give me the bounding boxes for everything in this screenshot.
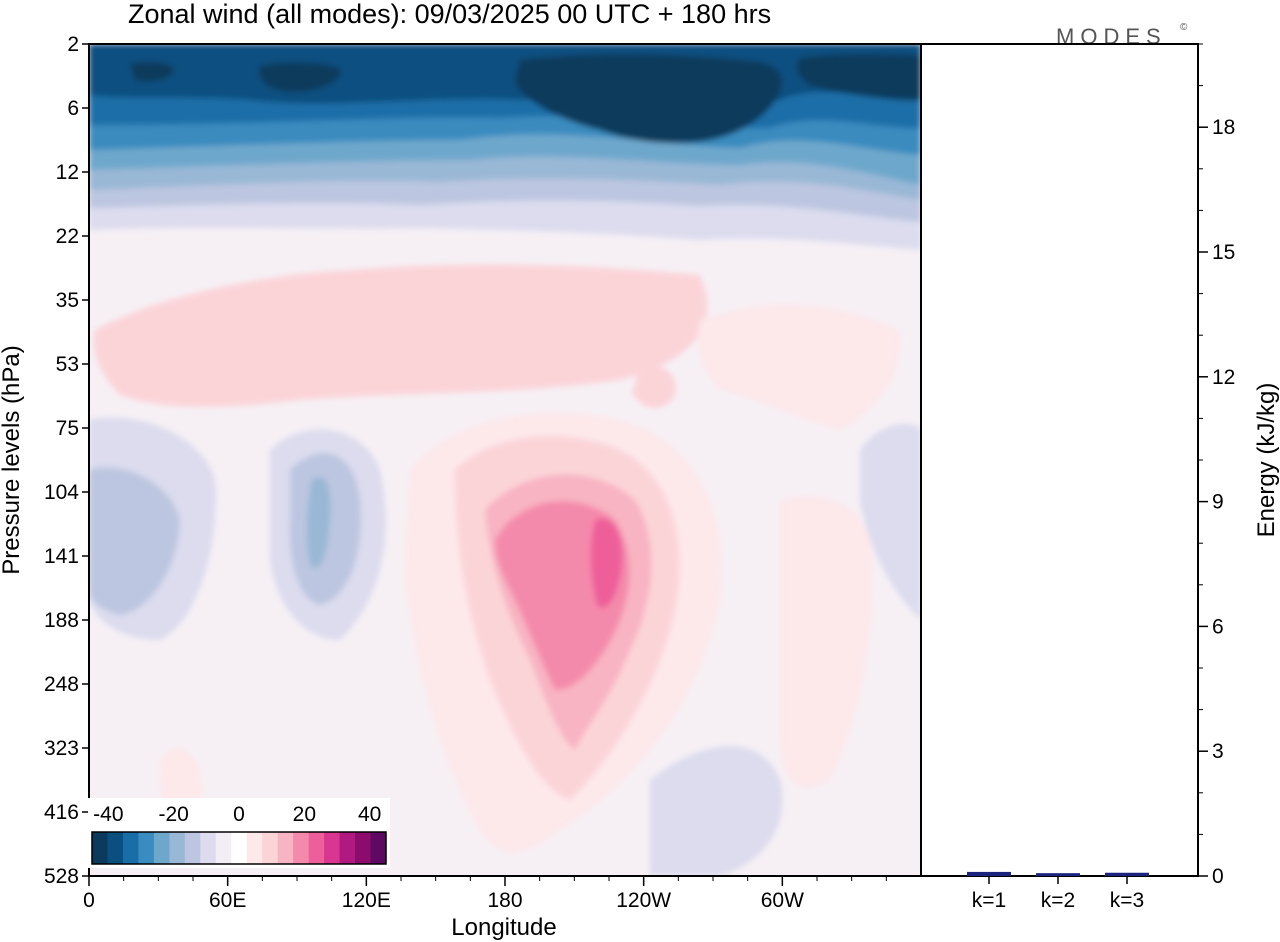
contour-negative-patch-lower-east [650, 746, 783, 876]
contour-positive-patch [632, 366, 676, 408]
colorbar-frame [91, 831, 387, 865]
contour-negative-patch-far-east [860, 424, 921, 620]
y-tick-label: 75 [56, 417, 79, 440]
colorbar-swatch [215, 832, 232, 864]
energy-panel: 0 3 6 9 12 15 18 k=1 k=2 k=3 Energy (kJ/kg) [920, 43, 1280, 912]
colorbar-tick-label: 0 [233, 803, 245, 826]
colorbar-tick-label: 40 [358, 803, 381, 826]
colorbar-swatch [200, 832, 217, 864]
y-tick-label: 248 [44, 673, 79, 696]
colorbar-swatch [231, 832, 248, 864]
colorbar-swatch [262, 832, 279, 864]
energy-bar [1036, 873, 1080, 876]
colorbar-swatch [355, 832, 372, 864]
colorbar-swatch [293, 832, 310, 864]
x-tick-label: 120W [616, 889, 671, 912]
colorbar-tick-label: -40 [93, 803, 123, 826]
y-tick-label: 35 [56, 289, 79, 312]
x-axis: 0 60E 120E 180 120W 60W [83, 876, 887, 912]
y-tick-label: 528 [44, 865, 79, 888]
x-tick-label: 120E [342, 889, 391, 912]
colorbar-swatch [107, 832, 124, 864]
colorbar-swatch [246, 832, 263, 864]
contour-positive-band-upper [93, 264, 708, 407]
x-tick-label: 60E [209, 889, 246, 912]
energy-y-tick-label: 18 [1212, 116, 1235, 139]
heatmap-field [89, 44, 921, 876]
x-tick-label: 180 [487, 889, 522, 912]
chart-title: Zonal wind (all modes): 09/03/2025 00 UT… [128, 0, 771, 29]
energy-panel-frame [920, 43, 1199, 877]
energy-x-tick-label: k=1 [972, 889, 1006, 912]
energy-y-tick-label: 12 [1212, 366, 1235, 389]
x-tick-label: 0 [83, 889, 95, 912]
energy-y-tick-label: 0 [1212, 865, 1224, 888]
energy-y-axis: 0 3 6 9 12 15 18 [1198, 43, 1235, 888]
y-tick-label: 53 [56, 353, 79, 376]
contour-darkest-core-west [130, 62, 175, 82]
y-tick-label: 141 [44, 545, 79, 568]
energy-y-tick-label: 6 [1212, 615, 1224, 638]
contour-negative-patch-west-inner [89, 467, 180, 615]
y-tick-label: 22 [56, 225, 79, 248]
y-axis-label: Pressure levels (hPa) [0, 345, 25, 574]
colorbar-swatch [138, 832, 155, 864]
x-axis-label: Longitude [451, 914, 556, 941]
energy-x-tick-label: k=3 [1110, 889, 1144, 912]
y-tick-label: 323 [44, 737, 79, 760]
colorbar-tick-label: -20 [158, 803, 188, 826]
energy-y-axis-label: Energy (kJ/kg) [1253, 383, 1280, 538]
y-axis: 2 6 12 22 35 53 75 104 141 188 248 323 416 528 [44, 33, 89, 888]
x-tick-label: 60W [761, 889, 804, 912]
colorbar-swatch [370, 832, 387, 864]
y-tick-label: 2 [67, 33, 79, 56]
contour-positive-band-east [698, 304, 901, 430]
colorbar: -40 -20 0 20 40 [88, 798, 390, 868]
energy-bar [1105, 872, 1149, 876]
logo-copyright-mark: © [1180, 22, 1188, 33]
contour-darkest-core-mid [259, 62, 341, 92]
energy-bars [967, 871, 1149, 876]
contour-positive-patch-lower-east [780, 496, 873, 788]
colorbar-swatch [308, 832, 325, 864]
y-tick-label: 6 [67, 97, 79, 120]
contour-negative-core-mid [306, 476, 331, 568]
contour-westerly-core [590, 518, 623, 609]
y-tick-label: 416 [44, 801, 79, 824]
colorbar-tick-label: 20 [293, 803, 316, 826]
colorbar-swatch [324, 832, 341, 864]
energy-x-axis: k=1 k=2 k=3 [972, 876, 1144, 912]
y-tick-label: 104 [44, 481, 79, 504]
energy-y-tick-label: 15 [1212, 241, 1235, 264]
y-tick-label: 12 [56, 161, 79, 184]
energy-y-tick-label: 3 [1212, 740, 1224, 763]
colorbar-swatch [169, 832, 186, 864]
colorbar-swatch [92, 832, 108, 864]
colorbar-swatch [277, 832, 294, 864]
colorbar-swatch [184, 832, 201, 864]
energy-bar [967, 871, 1011, 876]
y-tick-label: 188 [44, 609, 79, 632]
colorbar-swatch [153, 832, 170, 864]
energy-y-tick-label: 9 [1212, 491, 1224, 514]
colorbar-swatch [122, 832, 139, 864]
colorbar-swatch [339, 832, 356, 864]
contour-darkest-core-far-east [797, 54, 921, 100]
contour-darkest-core-east [515, 54, 782, 144]
energy-x-tick-label: k=2 [1041, 889, 1075, 912]
